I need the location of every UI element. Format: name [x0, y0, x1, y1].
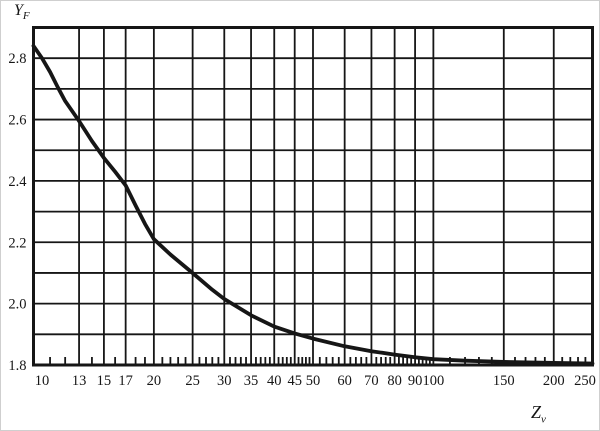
x-tick-label: 90 — [408, 373, 423, 389]
y-axis-symbol: Y — [14, 2, 23, 19]
y-axis-title: YF — [14, 3, 30, 22]
x-tick-label: 20 — [147, 373, 162, 389]
x-tick-label: 250 — [574, 373, 596, 389]
y-tick-label: 1.8 — [8, 358, 26, 374]
x-tick-label: 80 — [387, 373, 402, 389]
x-tick-label: 17 — [118, 373, 133, 389]
plot-border — [32, 26, 594, 367]
yf-curve — [31, 44, 595, 366]
x-tick-label: 200 — [543, 373, 565, 389]
x-tick-label: 60 — [337, 373, 352, 389]
y-tick-label: 2.4 — [8, 174, 27, 190]
x-tick-label: 150 — [493, 373, 515, 389]
x-tick-label: 40 — [267, 373, 282, 389]
x-axis-symbol: Z — [531, 402, 542, 422]
x-tick-label: 25 — [185, 373, 200, 389]
x-tick-label: 70 — [364, 373, 379, 389]
x-tick-label: 13 — [72, 373, 87, 389]
x-tick-label: 35 — [244, 373, 259, 389]
x-axis-title: Zv — [531, 403, 546, 426]
y-tick-label: 2.8 — [8, 51, 26, 67]
x-tick-label: 10 — [35, 373, 50, 389]
y-axis-subscript: F — [22, 10, 30, 23]
y-tick-label: 2.0 — [8, 297, 26, 313]
y-tick-label: 2.2 — [8, 235, 26, 251]
x-tick-label: 45 — [287, 373, 302, 389]
x-tick-label: 50 — [306, 373, 321, 389]
x-axis-subscript: v — [541, 413, 546, 426]
x-tick-label: 100 — [422, 373, 444, 389]
x-tick-label: 15 — [97, 373, 112, 389]
x-tick-label: 30 — [217, 373, 232, 389]
y-tick-label: 2.6 — [8, 113, 26, 129]
